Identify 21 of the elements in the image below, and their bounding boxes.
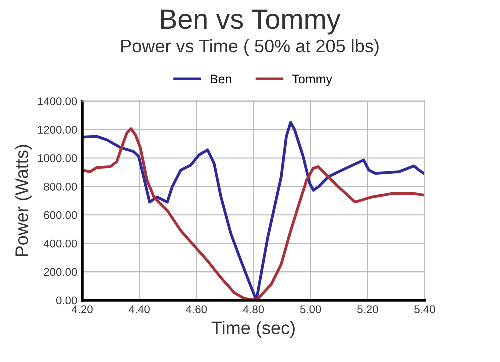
x-tick-label: 4.80 (243, 306, 264, 314)
y-tick-label: 200.00 (44, 268, 78, 276)
x-tick-label: 5.40 (414, 306, 436, 314)
x-tick-label: 4.20 (72, 306, 93, 314)
x-axis-title: Time (sec) (212, 321, 295, 338)
y-tick-label: 400.00 (44, 240, 78, 248)
x-tick-label: 5.20 (358, 306, 378, 314)
y-axis-title: Power (Watts) (15, 145, 32, 256)
x-tick-label: 4.60 (186, 306, 208, 314)
y-tick-label: 800.00 (44, 182, 78, 191)
x-tick-label: 5.00 (300, 306, 322, 314)
y-tick-label: 600.00 (44, 211, 78, 220)
y-tick-label: 1200.00 (38, 126, 78, 134)
legend-label: Tommy (292, 74, 332, 86)
x-tick-label: 4.40 (129, 306, 150, 314)
y-tick-label: 1400.00 (38, 98, 78, 106)
y-tick-label: 0.00 (56, 296, 78, 305)
chart-subtitle: Power vs Time ( 50% at 205 lbs) (122, 39, 379, 56)
legend-label: Ben (211, 74, 232, 84)
y-tick-label: 1000.00 (38, 154, 78, 162)
chart-title: Ben vs Tommy (161, 10, 341, 35)
